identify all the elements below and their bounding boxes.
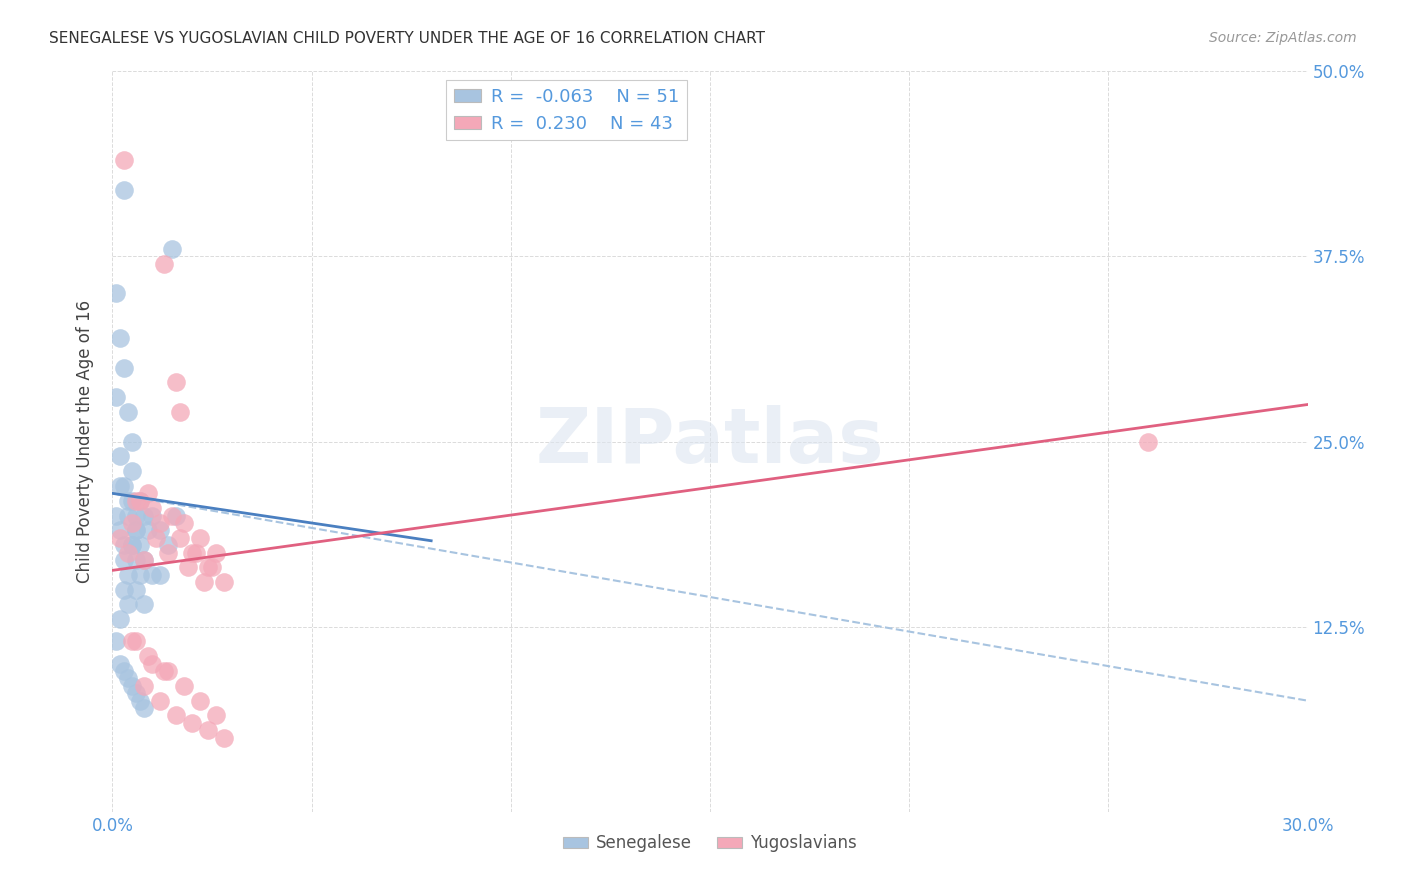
Point bbox=[110, 531, 132, 545]
Point bbox=[125, 524, 148, 538]
Point bbox=[114, 360, 135, 375]
Point bbox=[114, 538, 135, 552]
Point bbox=[129, 493, 152, 508]
Point bbox=[121, 538, 143, 552]
Point bbox=[162, 242, 183, 256]
Point bbox=[114, 582, 135, 597]
Point bbox=[110, 479, 132, 493]
Point bbox=[173, 679, 195, 693]
Point bbox=[117, 546, 139, 560]
Point bbox=[138, 486, 160, 500]
Point bbox=[212, 731, 235, 745]
Point bbox=[149, 694, 172, 708]
Point bbox=[129, 493, 152, 508]
Point bbox=[129, 694, 152, 708]
Point bbox=[169, 405, 191, 419]
Point bbox=[157, 538, 180, 552]
Point bbox=[125, 686, 148, 700]
Point bbox=[188, 694, 211, 708]
Point bbox=[129, 567, 152, 582]
Point bbox=[114, 479, 135, 493]
Point bbox=[125, 508, 148, 523]
Point bbox=[197, 560, 219, 574]
Point bbox=[114, 153, 135, 168]
Point bbox=[169, 531, 191, 545]
Point bbox=[134, 701, 156, 715]
Point bbox=[117, 672, 139, 686]
Point bbox=[110, 450, 132, 464]
Point bbox=[117, 508, 139, 523]
Point bbox=[121, 464, 143, 478]
Point bbox=[110, 331, 132, 345]
Point bbox=[125, 553, 148, 567]
Point bbox=[149, 524, 172, 538]
Point bbox=[105, 390, 128, 404]
Point bbox=[105, 286, 128, 301]
Point bbox=[138, 649, 160, 664]
Point bbox=[125, 524, 148, 538]
Point bbox=[149, 516, 172, 530]
Point bbox=[121, 538, 143, 552]
Point bbox=[201, 560, 224, 574]
Point bbox=[165, 508, 187, 523]
Point bbox=[125, 493, 148, 508]
Point bbox=[121, 516, 143, 530]
Point bbox=[188, 531, 211, 545]
Point bbox=[141, 501, 163, 516]
Point bbox=[162, 508, 183, 523]
Point bbox=[125, 634, 148, 648]
Point bbox=[186, 546, 208, 560]
Point bbox=[121, 679, 143, 693]
Point bbox=[205, 546, 228, 560]
Point bbox=[114, 183, 135, 197]
Text: ZIPatlas: ZIPatlas bbox=[536, 405, 884, 478]
Point bbox=[153, 664, 176, 678]
Point bbox=[212, 575, 235, 590]
Point bbox=[138, 524, 160, 538]
Point bbox=[141, 508, 163, 523]
Point bbox=[117, 493, 139, 508]
Text: Source: ZipAtlas.com: Source: ZipAtlas.com bbox=[1209, 31, 1357, 45]
Point bbox=[134, 598, 156, 612]
Point bbox=[129, 538, 152, 552]
Point bbox=[114, 664, 135, 678]
Point bbox=[134, 553, 156, 567]
Point bbox=[117, 405, 139, 419]
Point bbox=[181, 715, 204, 730]
Point bbox=[105, 508, 128, 523]
Point bbox=[145, 531, 167, 545]
Point bbox=[177, 560, 200, 574]
Point bbox=[110, 524, 132, 538]
Point bbox=[205, 708, 228, 723]
Point bbox=[117, 598, 139, 612]
Point bbox=[121, 434, 143, 449]
Point bbox=[110, 612, 132, 626]
Point bbox=[153, 257, 176, 271]
Point bbox=[105, 634, 128, 648]
Point bbox=[173, 516, 195, 530]
Point bbox=[165, 376, 187, 390]
Point bbox=[149, 567, 172, 582]
Text: SENEGALESE VS YUGOSLAVIAN CHILD POVERTY UNDER THE AGE OF 16 CORRELATION CHART: SENEGALESE VS YUGOSLAVIAN CHILD POVERTY … bbox=[49, 31, 765, 46]
Point bbox=[114, 553, 135, 567]
Point bbox=[1137, 434, 1160, 449]
Point bbox=[181, 546, 204, 560]
Point bbox=[134, 508, 156, 523]
Legend: Senegalese, Yugoslavians: Senegalese, Yugoslavians bbox=[557, 828, 863, 859]
Point bbox=[157, 546, 180, 560]
Point bbox=[157, 664, 180, 678]
Point bbox=[141, 657, 163, 671]
Point bbox=[193, 575, 215, 590]
Point bbox=[110, 657, 132, 671]
Point bbox=[165, 708, 187, 723]
Y-axis label: Child Poverty Under the Age of 16: Child Poverty Under the Age of 16 bbox=[76, 300, 94, 583]
Point bbox=[134, 553, 156, 567]
Point bbox=[125, 582, 148, 597]
Point bbox=[121, 493, 143, 508]
Point bbox=[141, 567, 163, 582]
Point bbox=[134, 679, 156, 693]
Point bbox=[197, 723, 219, 738]
Point bbox=[117, 567, 139, 582]
Point bbox=[121, 634, 143, 648]
